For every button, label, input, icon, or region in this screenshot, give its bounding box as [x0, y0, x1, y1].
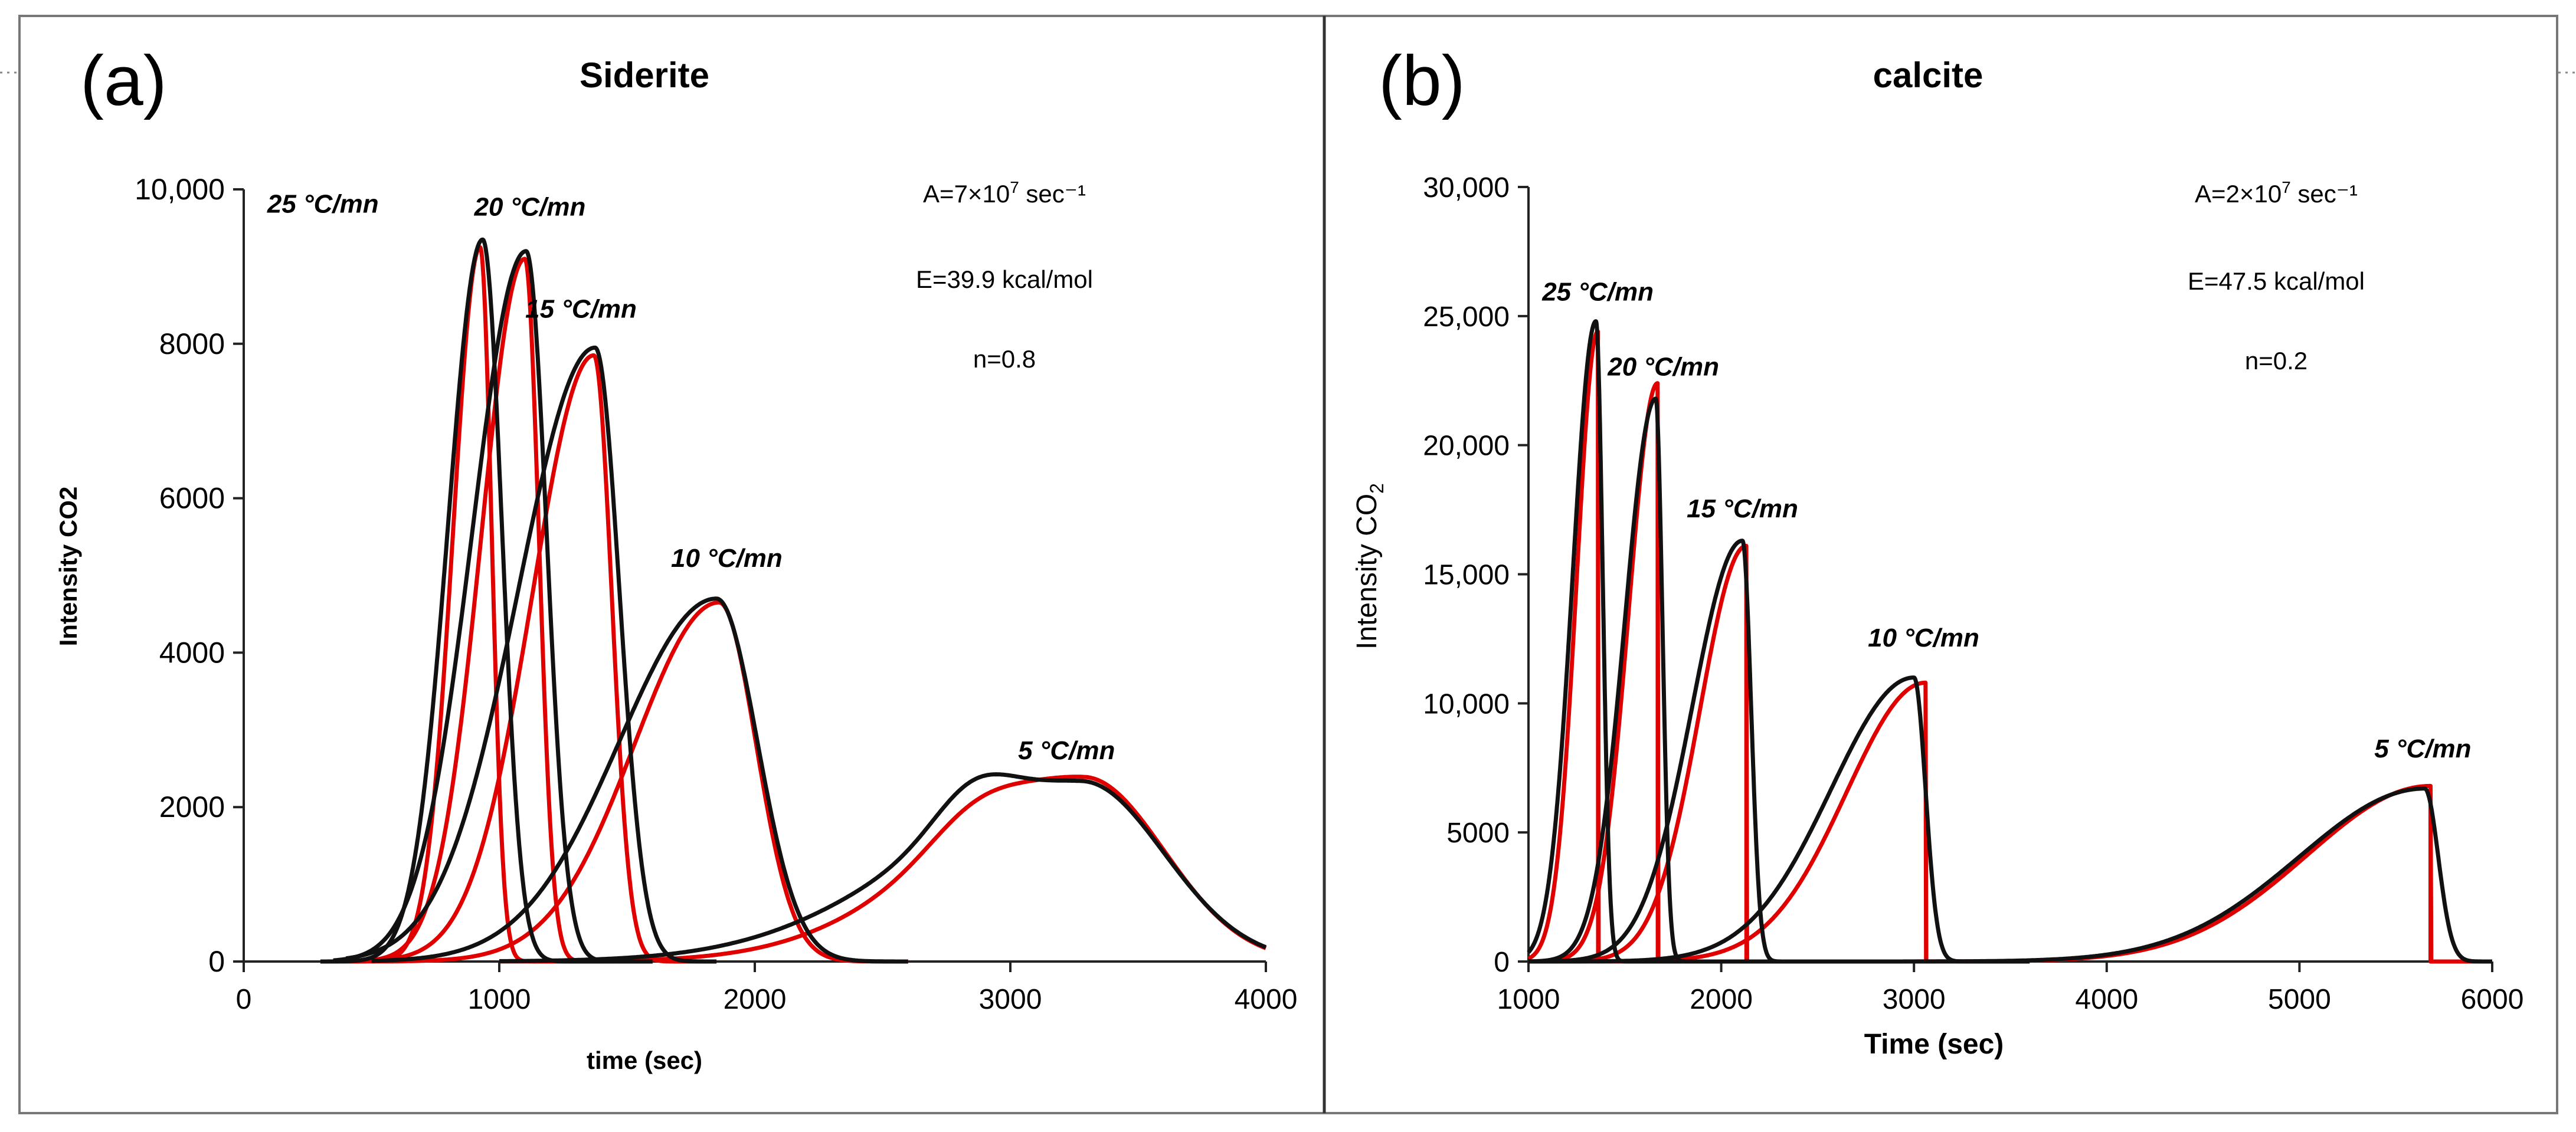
panel-a-experimental-curve-3	[344, 345, 718, 964]
panel-b-experimental-curve-2	[1527, 396, 1743, 964]
panel-b-experimental-curve-1	[1526, 319, 1685, 964]
panel-a-x-tick-label: 3000	[979, 984, 1042, 1015]
panel-a-y-axis-label: Intensity CO2	[54, 487, 82, 647]
panel-a-y-tick-label: 8000	[159, 327, 225, 360]
panel-b-param-A: A=2×107 sec⁻¹	[2195, 178, 2358, 208]
panel-a-series-label-3: 15 °C/mn	[525, 294, 637, 323]
panel-a-series-label-5: 5 °C/mn	[1018, 736, 1115, 765]
panel-b-y-tick-label: 0	[1494, 947, 1510, 978]
panel-a-siderite: (a) Siderite A=7×107 sec⁻¹ E=39.9 kcal/m…	[54, 41, 1297, 1074]
panel-b-experimental-curve-5	[1720, 786, 2493, 964]
panel-a-series-labels: 25 °C/mn 20 °C/mn 15 °C/mn 10 °C/mn 5 °C/mn	[267, 189, 1115, 765]
panel-b-y-tick-label: 30,000	[1423, 172, 1510, 204]
panel-b-calcite: (b) calcite A=2×107 sec⁻¹ E=47.5 kcal/mo…	[1351, 41, 2523, 1060]
panel-a-series-label-1: 25 °C/mn	[267, 189, 379, 218]
panel-a-series-label-4: 10 °C/mn	[671, 544, 783, 573]
panel-a-y-tick-label: 10,000	[135, 173, 225, 206]
panel-b-series-label-2: 20 °C/mn	[1607, 352, 1719, 381]
panel-b-x-tick-label: 2000	[1690, 984, 1753, 1015]
panel-a-title: Siderite	[580, 55, 709, 95]
panel-a-model-curve-5	[498, 775, 1267, 964]
panel-b-x-tick-label: 4000	[2075, 984, 2138, 1015]
panel-a-model-curve-3	[344, 353, 718, 964]
panel-b-y-tick-label: 5000	[1446, 818, 1510, 849]
panel-b-label: (b)	[1379, 41, 1465, 120]
panel-b-param-E: E=47.5 kcal/mol	[2188, 267, 2365, 295]
panel-a-model-curve-4	[370, 600, 909, 964]
panel-a-model-curve-1	[319, 245, 616, 964]
panel-b-experimental-curve-4	[1527, 675, 2031, 964]
panel-b-y-tick-label: 20,000	[1423, 431, 1510, 462]
panel-a-y-tick-label: 0	[208, 945, 225, 978]
panel-b-series-labels: 25 °C/mn 20 °C/mn 15 °C/mn 10 °C/mn 5 °C/mn	[1541, 278, 2471, 764]
panel-a-y-tick-label: 2000	[159, 790, 225, 823]
panel-a-series-label-2: 20 °C/mn	[474, 193, 586, 222]
panel-b-series-label-4: 10 °C/mn	[1868, 624, 1979, 652]
panel-b-series-label-3: 15 °C/mn	[1687, 494, 1798, 523]
panel-b-title: calcite	[1873, 55, 1983, 95]
panel-b-series-label-5: 5 °C/mn	[2374, 734, 2471, 763]
panel-b-y-tick-label: 25,000	[1423, 301, 1510, 333]
panel-a-param-A: A=7×107 sec⁻¹	[923, 178, 1086, 208]
panel-a-curves	[319, 237, 1267, 964]
panel-a-y-tick-label: 6000	[159, 482, 225, 515]
panel-a-y-tick-label: 4000	[159, 636, 225, 669]
panel-a-x-tick-label: 2000	[724, 984, 787, 1015]
panel-a-label: (a)	[80, 41, 167, 120]
panel-a-x-axis-label: time (sec)	[587, 1046, 702, 1074]
panel-b-x-tick-label: 5000	[2268, 984, 2331, 1015]
panel-b-x-tick-label: 3000	[1883, 984, 1946, 1015]
panel-a-experimental-curve-4	[370, 596, 909, 964]
panel-a-param-E: E=39.9 kcal/mol	[916, 265, 1093, 293]
panel-b-x-tick-label: 1000	[1497, 984, 1560, 1015]
panel-a-x-tick-label: 0	[236, 984, 252, 1015]
panel-a-x-tick-label: 1000	[468, 984, 531, 1015]
panel-b-y-tick-label: 15,000	[1423, 560, 1510, 591]
panel-a-axes: 0 1000 2000 3000 4000 0 2000 4000 6000 8000 10,000	[135, 173, 1297, 1015]
figure-frame	[18, 15, 2558, 1114]
panel-b-curves	[1526, 319, 2493, 964]
panel-b-y-tick-label: 10,000	[1423, 688, 1510, 720]
panel-b-param-n: n=0.2	[2245, 347, 2307, 375]
panel-a-experimental-curve-5	[498, 772, 1267, 963]
panel-a-x-tick-label: 4000	[1235, 984, 1298, 1015]
panel-b-x-axis-label: Time (sec)	[1864, 1029, 2004, 1060]
panel-b-series-label-1: 25 °C/mn	[1541, 278, 1654, 307]
panel-a-param-n: n=0.8	[973, 345, 1036, 373]
panel-b-y-axis-label: Intensity CO2	[1351, 483, 1387, 649]
panel-b-x-tick-label: 6000	[2461, 984, 2524, 1015]
